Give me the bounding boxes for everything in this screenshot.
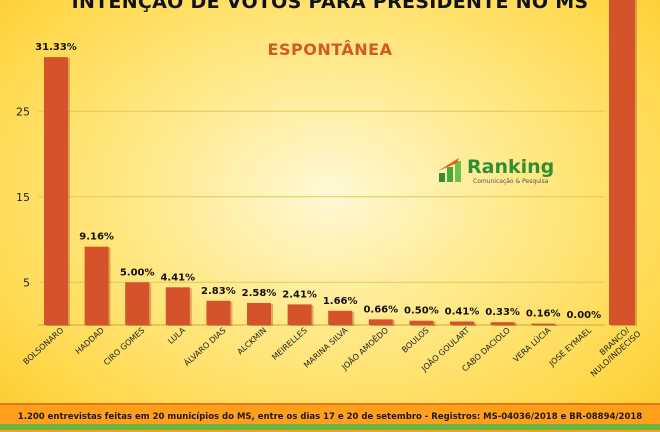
data-label: 2.41% <box>282 289 317 300</box>
bar <box>409 320 434 325</box>
bar <box>44 57 68 325</box>
bar-chart-logo-icon <box>438 158 461 182</box>
category-label: VERA LÚCIA <box>510 324 553 364</box>
category-label: BOLSONARO <box>22 326 66 367</box>
footer-text: 1.200 entrevistas feitas em 20 município… <box>17 412 643 422</box>
bar <box>287 304 312 325</box>
data-label: 0.00% <box>566 310 601 321</box>
bar-chart: 5 15 25 31.33% BOLSONARO 9.16% HADDAD 5.00% CIRO… <box>16 0 642 379</box>
data-label: 0.50% <box>404 306 439 317</box>
category-label: MEIRELLES <box>270 326 309 362</box>
bar-shadow <box>533 324 558 326</box>
data-label: 0.16% <box>526 309 561 320</box>
bar <box>125 282 150 325</box>
data-label: 9.16% <box>79 232 114 243</box>
category-label: ÁLVARO DIAS <box>181 324 228 368</box>
data-label: 31.33% <box>35 42 77 53</box>
footer-accent <box>0 424 660 430</box>
data-label: 0.33% <box>485 307 520 318</box>
bar <box>247 302 271 325</box>
data-label: 2.58% <box>242 288 277 299</box>
data-label: 0.66% <box>363 304 398 315</box>
category-label: JOSÉ EYMAEL <box>546 324 594 369</box>
chart-subtitle: ESPONTÂNEA <box>267 40 393 59</box>
category-label: CIRO GOMES <box>102 326 147 367</box>
logo-name: Ranking <box>467 156 555 178</box>
category-label: HADDAD <box>74 326 106 356</box>
bar <box>490 322 515 325</box>
ranking-logo: Ranking Comunicação & Pesquisa <box>437 153 557 193</box>
logo-tagline: Comunicação & Pesquisa <box>473 178 549 185</box>
category-label: BRANCO/NULO/INDECISO <box>582 322 642 379</box>
category-label: BOULOS <box>400 326 431 355</box>
bar <box>450 321 474 325</box>
data-label: 0.41% <box>445 306 480 317</box>
bar <box>206 300 231 325</box>
data-label: 4.41% <box>160 272 195 283</box>
data-label: 2.83% <box>201 286 236 297</box>
y-tick-label: 5 <box>23 276 30 289</box>
bar <box>531 323 556 325</box>
data-label: 1.66% <box>323 296 358 307</box>
bar <box>368 319 393 325</box>
y-tick-label: 25 <box>16 105 30 118</box>
data-label: 5.00% <box>120 267 155 278</box>
y-tick-label: 15 <box>16 191 30 204</box>
category-label: LULA <box>166 325 187 345</box>
bar <box>84 246 109 325</box>
bar <box>165 287 190 325</box>
bar <box>328 310 353 325</box>
chart-title: INTENÇÃO DE VOTOS PARA PRESIDENTE NO MS <box>71 0 589 13</box>
category-label: ALCKMIN <box>236 326 269 357</box>
bar <box>609 0 635 325</box>
